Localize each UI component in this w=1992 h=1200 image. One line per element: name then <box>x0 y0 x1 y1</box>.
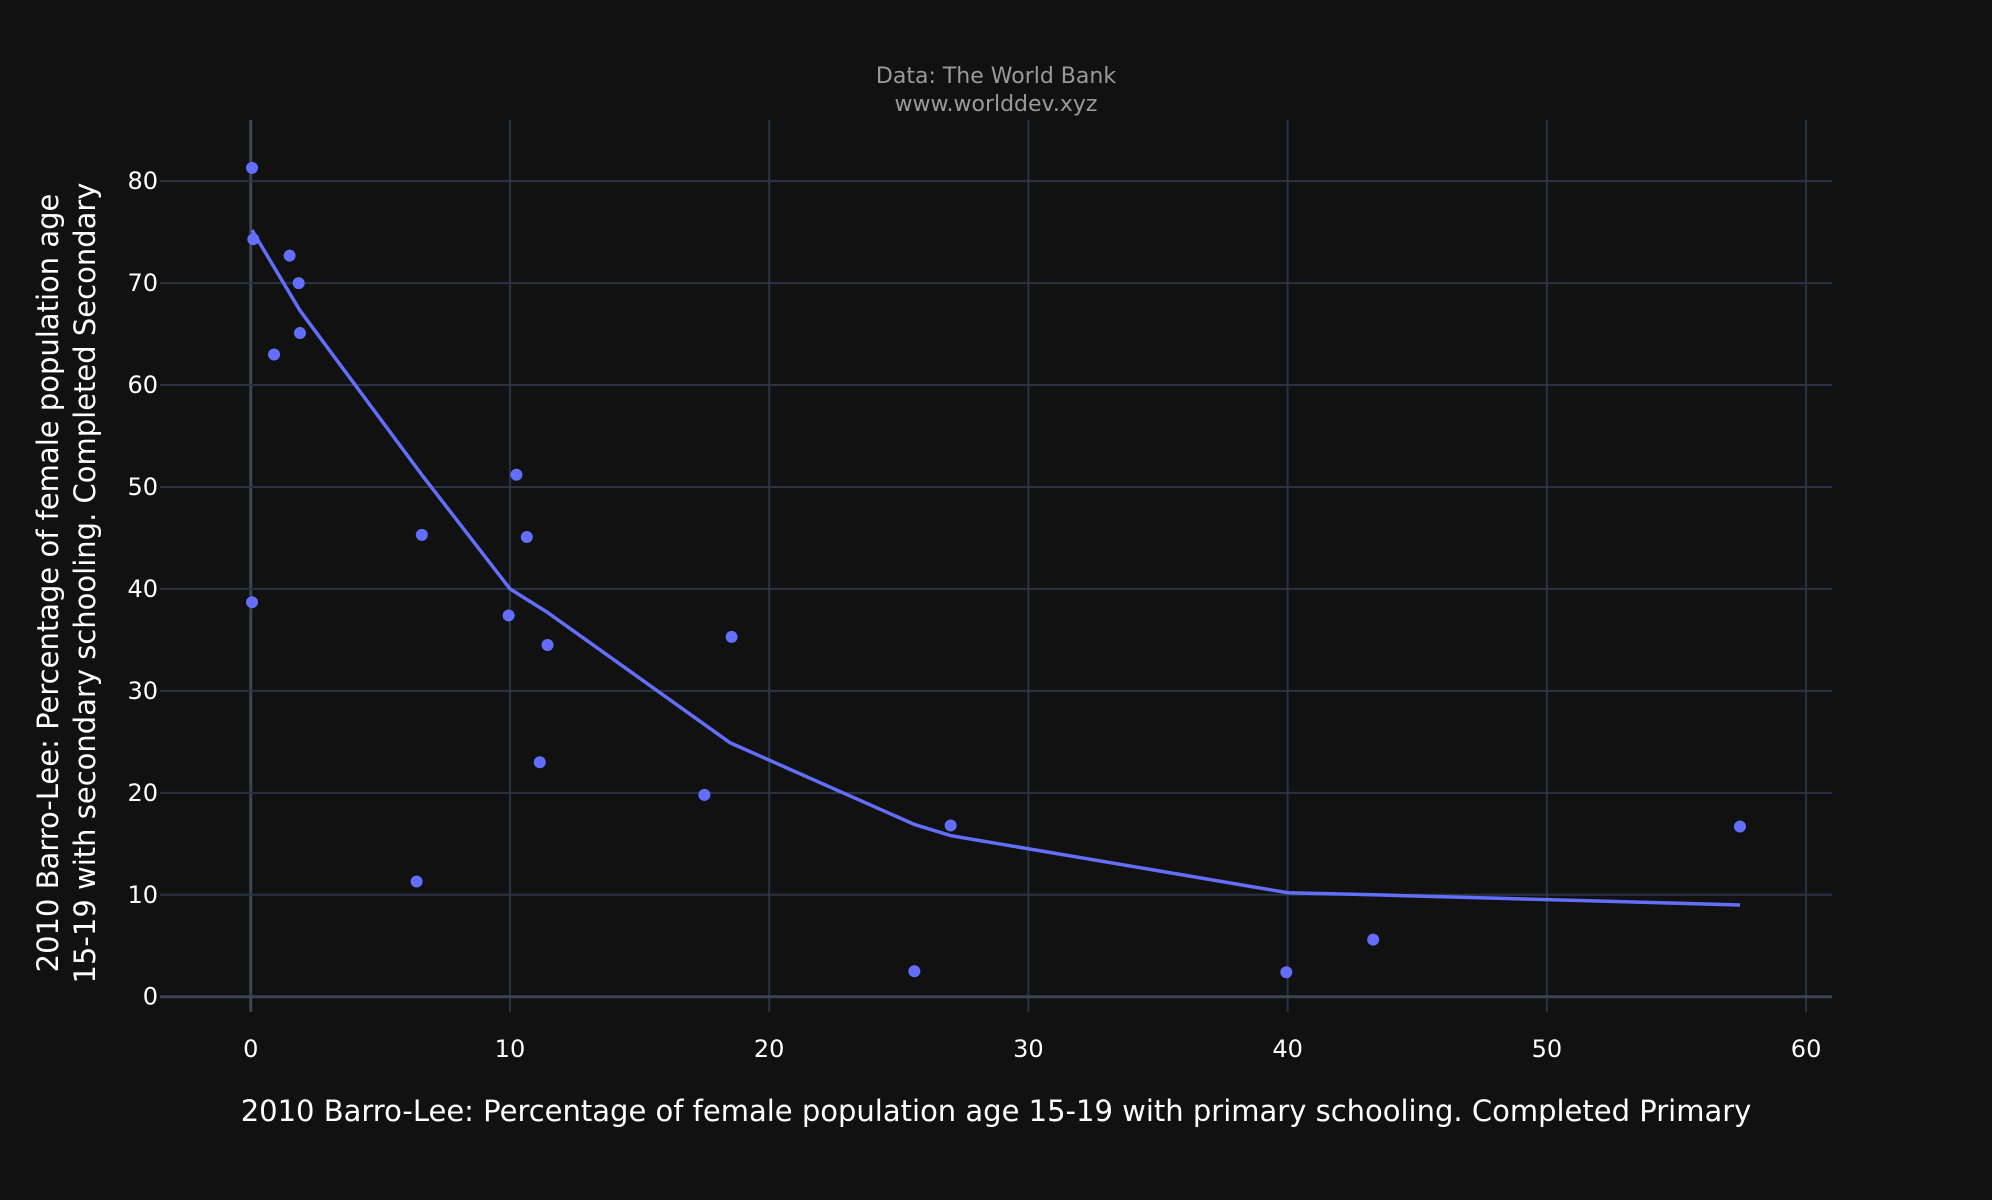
data-point <box>1280 966 1293 979</box>
data-point <box>292 277 305 290</box>
x-tick-label: 0 <box>243 1035 258 1063</box>
data-point <box>410 875 423 888</box>
x-axis-title: 2010 Barro-Lee: Percentage of female pop… <box>241 1094 1752 1128</box>
y-tick-label: 70 <box>127 269 158 297</box>
data-point <box>698 788 711 801</box>
y-tick-labels: 0 10 20 30 40 50 60 70 80 <box>127 167 158 1011</box>
y-tick-label: 50 <box>127 473 158 501</box>
y-tick-label: 10 <box>127 881 158 909</box>
data-points <box>246 161 1746 979</box>
data-point <box>293 327 306 340</box>
trend-line <box>250 229 1741 907</box>
data-point <box>283 249 296 262</box>
x-tick-label: 30 <box>1013 1035 1044 1063</box>
source-line: Data: The World Bank <box>876 64 1116 89</box>
y-tick-label: 80 <box>127 167 158 195</box>
y-axis-title-line-1: 2010 Barro-Lee: Percentage of female pop… <box>31 194 65 973</box>
y-tick-label: 60 <box>127 371 158 399</box>
data-point <box>510 468 523 481</box>
data-point <box>541 639 554 652</box>
y-tick-label: 0 <box>143 983 158 1011</box>
data-point <box>1367 933 1380 946</box>
data-point <box>533 756 546 769</box>
data-point <box>415 528 428 541</box>
gridlines <box>160 120 1832 1012</box>
data-point <box>520 530 533 543</box>
data-point <box>247 233 260 246</box>
y-axis-title-line-2: 15-19 with secondary schooling. Complete… <box>68 183 102 984</box>
data-point <box>908 965 921 978</box>
x-tick-label: 50 <box>1532 1035 1563 1063</box>
y-axis-title: 2010 Barro-Lee: Percentage of female pop… <box>31 183 102 984</box>
y-tick-label: 40 <box>127 575 158 603</box>
data-point <box>725 630 738 643</box>
x-tick-label: 60 <box>1791 1035 1822 1063</box>
data-point <box>502 609 515 622</box>
x-tick-label: 40 <box>1272 1035 1303 1063</box>
x-tick-label: 20 <box>754 1035 785 1063</box>
x-tick-label: 10 <box>495 1035 526 1063</box>
y-tick-label: 30 <box>127 677 158 705</box>
trend-line-layer <box>250 229 1741 907</box>
source-url: www.worlddev.xyz <box>895 92 1098 117</box>
data-point <box>944 819 957 832</box>
y-tick-label: 20 <box>127 779 158 807</box>
data-point <box>268 348 281 361</box>
data-point <box>1733 820 1746 833</box>
data-point <box>246 596 259 609</box>
x-tick-labels: 0 10 20 30 40 50 60 <box>243 1035 1821 1063</box>
data-point <box>246 161 259 174</box>
